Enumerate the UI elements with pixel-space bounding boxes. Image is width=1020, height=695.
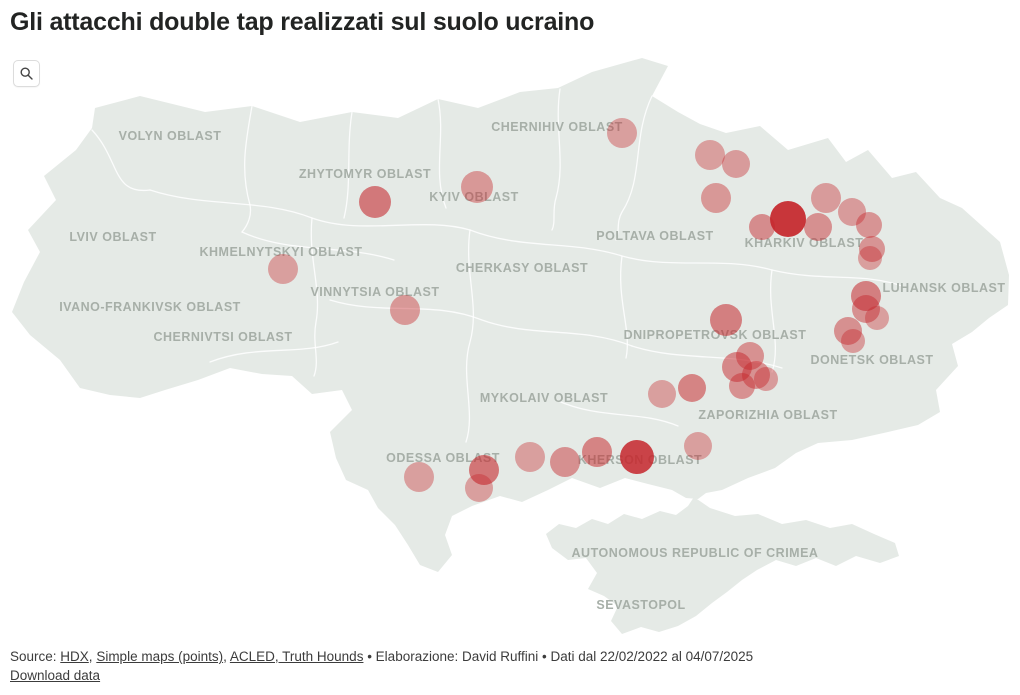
- attack-point[interactable]: [582, 437, 612, 467]
- oblast-label: VOLYN OBLAST: [119, 129, 222, 143]
- oblast-label: ZHYTOMYR OBLAST: [299, 167, 431, 181]
- link-simple-maps[interactable]: Simple maps (points): [96, 649, 224, 664]
- attack-point[interactable]: [722, 150, 750, 178]
- attack-point[interactable]: [695, 140, 725, 170]
- oblast-label: MYKOLAIV OBLAST: [480, 391, 608, 405]
- attack-point[interactable]: [268, 254, 298, 284]
- attack-point[interactable]: [404, 462, 434, 492]
- attack-point[interactable]: [858, 246, 882, 270]
- search-icon: [20, 67, 33, 80]
- oblast-label: POLTAVA OBLAST: [596, 229, 713, 243]
- attack-point[interactable]: [729, 373, 755, 399]
- attack-point[interactable]: [859, 236, 885, 262]
- attack-point[interactable]: [749, 214, 775, 240]
- attack-point[interactable]: [804, 213, 832, 241]
- link-hdx[interactable]: HDX: [60, 649, 89, 664]
- attack-point[interactable]: [834, 317, 862, 345]
- source-line: Source: HDX, Simple maps (points), ACLED…: [10, 647, 1010, 666]
- download-row: Download data: [10, 666, 1010, 685]
- attack-point[interactable]: [701, 183, 731, 213]
- attack-point[interactable]: [607, 118, 637, 148]
- oblast-label: CHERKASY OBLAST: [456, 261, 588, 275]
- oblast-label: VINNYTSIA OBLAST: [310, 285, 439, 299]
- ukraine-mainland: [12, 58, 1009, 572]
- attack-point[interactable]: [710, 304, 742, 336]
- attack-point[interactable]: [684, 432, 712, 460]
- oblast-label: ODESSA OBLAST: [386, 451, 500, 465]
- oblast-label: CHERNIVTSI OBLAST: [153, 330, 292, 344]
- attack-point[interactable]: [841, 329, 865, 353]
- attack-points: [268, 118, 889, 502]
- oblast-label: IVANO-FRANKIVSK OBLAST: [59, 300, 241, 314]
- attack-point[interactable]: [648, 380, 676, 408]
- attack-point[interactable]: [770, 201, 806, 237]
- download-data-link[interactable]: Download data: [10, 668, 101, 683]
- footer: Source: HDX, Simple maps (points), ACLED…: [10, 647, 1010, 685]
- oblast-label: LUHANSK OBLAST: [883, 281, 1006, 295]
- crimea-region: [546, 497, 899, 634]
- oblast-label: ZAPORIZHIA OBLAST: [698, 408, 837, 422]
- oblast-label: AUTONOMOUS REPUBLIC OF CRIMEA: [572, 546, 819, 560]
- oblast-label: CHERNIHIV OBLAST: [491, 120, 623, 134]
- attack-point[interactable]: [856, 212, 882, 238]
- oblast-label: SEVASTOPOL: [596, 598, 685, 612]
- attack-point[interactable]: [811, 183, 841, 213]
- search-button[interactable]: [13, 60, 40, 87]
- attack-point[interactable]: [678, 374, 706, 402]
- oblast-label: KHMELNYTSKYI OBLAST: [200, 245, 363, 259]
- attack-point[interactable]: [550, 447, 580, 477]
- attack-point[interactable]: [865, 306, 889, 330]
- link-acled-truth-hounds[interactable]: ACLED, Truth Hounds: [229, 649, 364, 664]
- comma-separator: ,: [88, 649, 97, 664]
- map-labels: VOLYN OBLAST CHERNIHIV OBLAST ZHYTOMYR OBL…: [59, 120, 1005, 612]
- page-title: Gli attacchi double tap realizzati sul s…: [10, 8, 595, 36]
- oblast-label: LVIV OBLAST: [69, 230, 156, 244]
- attack-point[interactable]: [359, 186, 391, 218]
- oblast-borders: [91, 88, 903, 443]
- attack-point[interactable]: [851, 281, 881, 311]
- attack-point[interactable]: [390, 295, 420, 325]
- attack-point[interactable]: [754, 367, 778, 391]
- attack-point[interactable]: [722, 352, 752, 382]
- attack-point[interactable]: [742, 361, 770, 389]
- footer-meta: • Elaborazione: David Ruffini • Dati dal…: [363, 649, 754, 664]
- attack-point[interactable]: [515, 442, 545, 472]
- attack-point[interactable]: [465, 474, 493, 502]
- attack-point[interactable]: [852, 295, 880, 323]
- source-label: Source:: [10, 649, 61, 664]
- comma-separator: ,: [223, 649, 230, 664]
- oblast-label: KHARKIV OBLAST: [745, 236, 864, 250]
- attack-point[interactable]: [838, 198, 866, 226]
- oblast-label: DONETSK OBLAST: [811, 353, 934, 367]
- attack-point[interactable]: [620, 440, 654, 474]
- oblast-label: KYIV OBLAST: [429, 190, 519, 204]
- attack-point[interactable]: [469, 455, 499, 485]
- attack-point[interactable]: [461, 171, 493, 203]
- oblast-label: DNIPROPETROVSK OBLAST: [624, 328, 807, 342]
